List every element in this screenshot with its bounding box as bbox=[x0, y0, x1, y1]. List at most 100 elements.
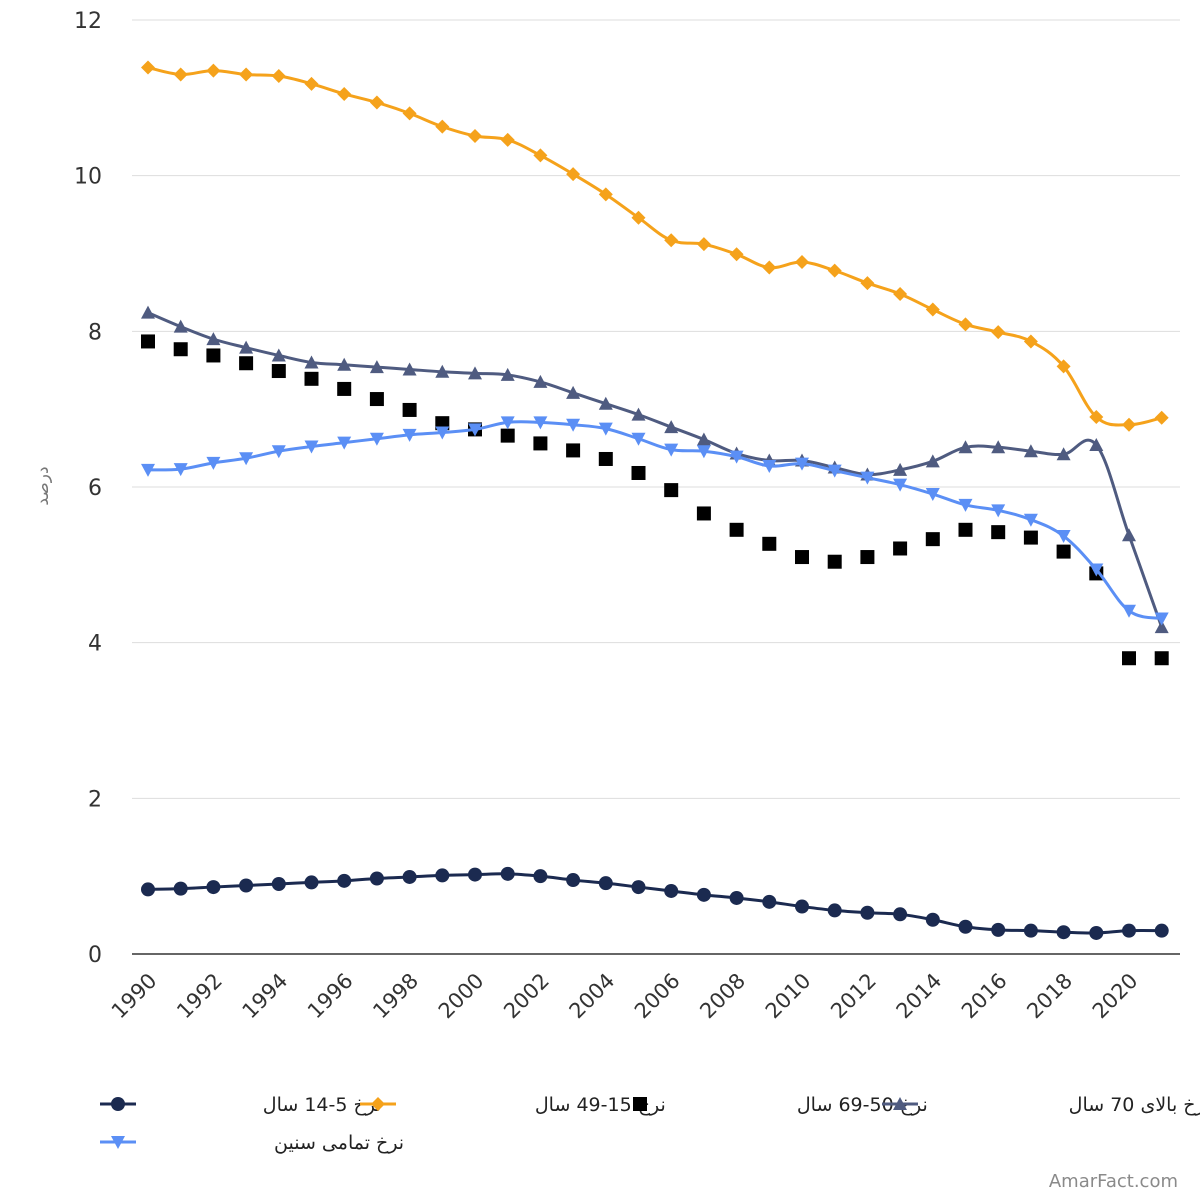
data-point bbox=[435, 426, 450, 440]
series-line bbox=[147, 66, 1163, 427]
data-point bbox=[925, 454, 940, 468]
data-point bbox=[206, 348, 221, 363]
data-point bbox=[566, 443, 581, 458]
data-point bbox=[239, 878, 254, 893]
data-point bbox=[141, 463, 155, 477]
series-line bbox=[147, 872, 1162, 935]
data-point bbox=[173, 319, 188, 333]
data-point bbox=[337, 357, 352, 371]
data-point bbox=[402, 402, 417, 417]
legend-item: نرخ 15-49 سال bbox=[360, 1094, 666, 1116]
x-tick-label: 2002 bbox=[499, 969, 554, 1024]
data-point bbox=[500, 428, 515, 443]
x-tick-label: 1994 bbox=[238, 969, 293, 1024]
x-tick-label: 2000 bbox=[434, 969, 489, 1024]
legend-label: نرخ 50-69 سال bbox=[797, 1094, 928, 1116]
data-point bbox=[402, 869, 417, 884]
data-point bbox=[1122, 923, 1136, 938]
legend-label: نرخ تمامی سنین bbox=[274, 1132, 404, 1154]
data-point bbox=[533, 436, 548, 451]
data-point bbox=[500, 866, 515, 881]
data-point bbox=[925, 302, 940, 317]
data-point bbox=[925, 912, 940, 927]
data-point bbox=[631, 465, 646, 480]
data-point bbox=[958, 440, 973, 454]
data-point bbox=[1056, 544, 1071, 559]
data-point bbox=[1023, 444, 1038, 458]
data-point bbox=[631, 880, 646, 895]
series-line bbox=[147, 420, 1163, 621]
data-point bbox=[991, 440, 1006, 454]
plot-area bbox=[141, 60, 1169, 940]
data-point bbox=[141, 334, 155, 349]
data-point bbox=[1089, 563, 1104, 577]
data-point bbox=[468, 366, 482, 380]
data-point bbox=[827, 554, 842, 569]
y-tick-label: 12 bbox=[74, 9, 102, 34]
data-point bbox=[173, 463, 188, 477]
data-point bbox=[239, 356, 254, 371]
data-point bbox=[468, 423, 482, 437]
legend-marker bbox=[371, 1097, 385, 1111]
data-point bbox=[762, 536, 777, 551]
data-point bbox=[533, 416, 548, 430]
data-point bbox=[664, 883, 679, 898]
data-point bbox=[533, 869, 548, 884]
data-point bbox=[1122, 417, 1136, 432]
data-point bbox=[860, 905, 875, 920]
data-point bbox=[1154, 923, 1169, 938]
data-point bbox=[958, 317, 973, 332]
data-point bbox=[991, 325, 1006, 340]
data-point bbox=[1122, 528, 1136, 542]
data-point bbox=[500, 367, 515, 381]
data-point bbox=[1056, 925, 1071, 940]
data-point bbox=[958, 919, 973, 934]
data-point bbox=[533, 148, 548, 163]
data-point bbox=[893, 541, 908, 556]
data-point bbox=[1056, 530, 1071, 544]
data-point bbox=[860, 276, 875, 291]
data-point bbox=[598, 396, 613, 410]
data-point bbox=[402, 428, 417, 442]
legend-item: نرخ بالای 70 سال bbox=[882, 1094, 1200, 1116]
data-point bbox=[1056, 447, 1071, 461]
series-4 bbox=[141, 305, 1169, 634]
x-tick-label: 2012 bbox=[826, 969, 881, 1024]
data-point bbox=[141, 60, 155, 75]
series-3 bbox=[141, 334, 1169, 666]
data-point bbox=[173, 342, 188, 357]
data-point bbox=[369, 95, 384, 110]
data-point bbox=[664, 443, 679, 457]
data-point bbox=[893, 286, 908, 301]
data-point bbox=[860, 471, 875, 485]
data-point bbox=[795, 255, 809, 270]
x-tick-label: 2004 bbox=[565, 969, 620, 1024]
data-point bbox=[598, 422, 613, 436]
x-tick-label: 1998 bbox=[368, 969, 423, 1024]
data-point bbox=[1023, 923, 1038, 938]
data-point bbox=[271, 364, 286, 379]
data-point bbox=[1023, 530, 1038, 545]
data-point bbox=[468, 128, 482, 143]
data-point bbox=[762, 459, 777, 473]
data-point bbox=[1154, 612, 1169, 626]
data-point bbox=[239, 340, 254, 354]
data-point bbox=[304, 355, 319, 369]
data-point bbox=[958, 498, 973, 512]
y-tick-label: 6 bbox=[88, 476, 102, 501]
data-point bbox=[664, 483, 679, 498]
data-point bbox=[696, 887, 711, 902]
legend-item: نرخ تمامی سنین bbox=[100, 1132, 404, 1154]
data-point bbox=[893, 907, 908, 922]
data-point bbox=[173, 881, 188, 896]
legend-marker bbox=[633, 1097, 647, 1111]
data-point bbox=[893, 478, 908, 492]
data-point bbox=[239, 67, 254, 82]
x-tick-label: 2008 bbox=[695, 969, 750, 1024]
data-point bbox=[598, 187, 613, 202]
data-point bbox=[991, 922, 1006, 937]
data-point bbox=[958, 522, 973, 537]
data-point bbox=[369, 871, 384, 886]
series-1 bbox=[141, 866, 1169, 940]
